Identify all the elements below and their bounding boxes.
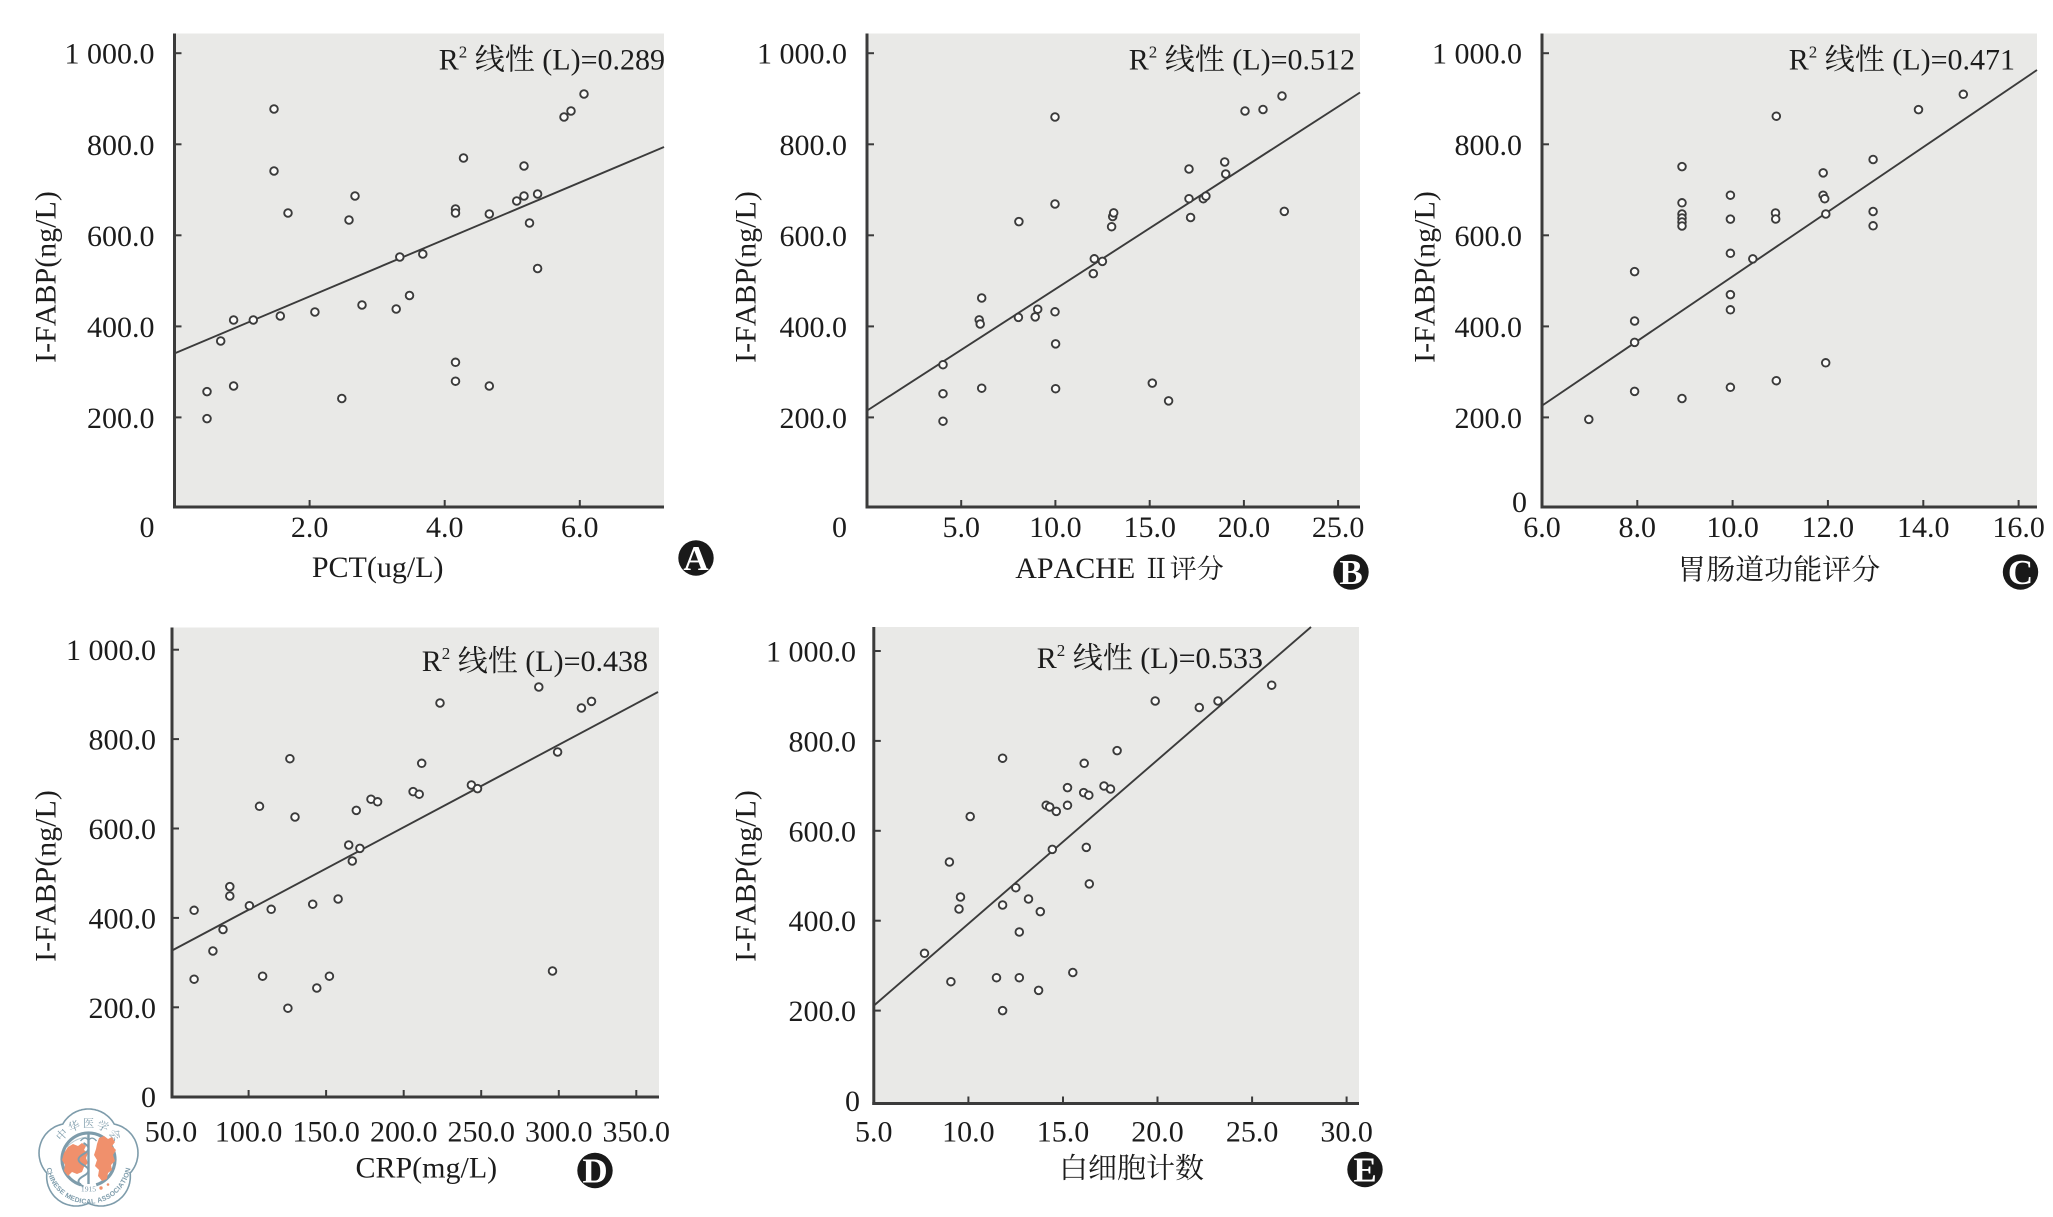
svg-text:15.0: 15.0 [1037, 1116, 1090, 1149]
svg-text:I-FABP(ng/L): I-FABP(ng/L) [1409, 191, 1442, 363]
svg-text:E: E [1353, 1151, 1376, 1190]
svg-text:8.0: 8.0 [1619, 511, 1657, 544]
svg-text:1 000.0: 1 000.0 [766, 636, 856, 669]
svg-text:200.0: 200.0 [89, 992, 157, 1025]
svg-text:200.0: 200.0 [1455, 402, 1523, 435]
svg-text:400.0: 400.0 [87, 311, 155, 344]
svg-text:C: C [2008, 553, 2033, 592]
svg-text:D: D [582, 1152, 607, 1191]
svg-text:12.0: 12.0 [1802, 511, 1855, 544]
svg-text:800.0: 800.0 [789, 725, 857, 758]
svg-text:2: 2 [1809, 43, 1818, 62]
svg-text:1 000.0: 1 000.0 [757, 38, 847, 71]
svg-text:5.0: 5.0 [855, 1116, 893, 1149]
svg-text:I-FABP(ng/L): I-FABP(ng/L) [30, 790, 63, 962]
svg-text:R: R [439, 44, 459, 77]
svg-text:20.0: 20.0 [1218, 511, 1271, 544]
svg-text:(L)=0.438: (L)=0.438 [525, 645, 648, 678]
svg-text:600.0: 600.0 [780, 220, 848, 253]
svg-text:100.0: 100.0 [215, 1116, 283, 1149]
svg-text:10.0: 10.0 [1706, 511, 1759, 544]
svg-text:15.0: 15.0 [1123, 511, 1176, 544]
svg-text:400.0: 400.0 [1455, 311, 1523, 344]
svg-text:6.0: 6.0 [561, 511, 599, 544]
svg-text:2: 2 [1057, 641, 1066, 660]
svg-text:2: 2 [442, 644, 451, 663]
svg-text:I-FABP(ng/L): I-FABP(ng/L) [30, 191, 63, 363]
svg-text:(L)=0.533: (L)=0.533 [1140, 642, 1263, 675]
svg-text:200.0: 200.0 [87, 402, 155, 435]
svg-text:(L)=0.471: (L)=0.471 [1892, 44, 2015, 77]
svg-text:14.0: 14.0 [1897, 511, 1950, 544]
svg-text:1 000.0: 1 000.0 [66, 634, 156, 667]
svg-text:600.0: 600.0 [789, 815, 857, 848]
svg-text:(L)=0.512: (L)=0.512 [1232, 44, 1355, 77]
svg-text:30.0: 30.0 [1320, 1116, 1373, 1149]
svg-text:400.0: 400.0 [780, 311, 848, 344]
svg-text:10.0: 10.0 [942, 1116, 995, 1149]
svg-text:1 000.0: 1 000.0 [1432, 38, 1522, 71]
svg-text:0: 0 [832, 511, 847, 544]
svg-text:B: B [1339, 553, 1362, 592]
svg-text:0: 0 [140, 511, 155, 544]
svg-text:25.0: 25.0 [1312, 511, 1365, 544]
svg-text:800.0: 800.0 [87, 129, 155, 162]
svg-text:300.0: 300.0 [525, 1116, 593, 1149]
svg-text:400.0: 400.0 [789, 905, 857, 938]
svg-text:5.0: 5.0 [942, 511, 980, 544]
svg-text:R: R [1129, 44, 1149, 77]
svg-text:600.0: 600.0 [87, 220, 155, 253]
svg-text:10.0: 10.0 [1029, 511, 1082, 544]
svg-text:(L)=0.289: (L)=0.289 [542, 44, 665, 77]
svg-text:0: 0 [1512, 486, 1527, 519]
svg-text:0: 0 [845, 1085, 860, 1118]
svg-text:PCT(ug/L): PCT(ug/L) [312, 551, 444, 584]
svg-text:CRP(mg/L): CRP(mg/L) [355, 1152, 497, 1185]
svg-text:2: 2 [459, 43, 468, 62]
svg-text:20.0: 20.0 [1131, 1116, 1184, 1149]
svg-text:200.0: 200.0 [370, 1116, 438, 1149]
svg-text:R: R [1037, 642, 1057, 675]
svg-text:I-FABP(ng/L): I-FABP(ng/L) [730, 191, 763, 363]
svg-text:350.0: 350.0 [603, 1116, 671, 1149]
svg-text:600.0: 600.0 [89, 813, 157, 846]
svg-text:APACHE: APACHE [1015, 552, 1135, 585]
svg-text:200.0: 200.0 [780, 402, 848, 435]
svg-text:150.0: 150.0 [292, 1116, 360, 1149]
svg-text:A: A [683, 539, 709, 578]
svg-text:250.0: 250.0 [447, 1116, 515, 1149]
svg-text:25.0: 25.0 [1226, 1116, 1279, 1149]
svg-text:600.0: 600.0 [1455, 220, 1523, 253]
svg-text:4.0: 4.0 [426, 511, 464, 544]
svg-text:I-FABP(ng/L): I-FABP(ng/L) [730, 790, 763, 962]
svg-text:800.0: 800.0 [89, 724, 157, 757]
svg-text:2.0: 2.0 [291, 511, 329, 544]
svg-text:6.0: 6.0 [1523, 511, 1561, 544]
svg-text:R: R [1789, 44, 1809, 77]
svg-text:50.0: 50.0 [145, 1116, 198, 1149]
svg-text:0: 0 [141, 1081, 156, 1114]
svg-text:800.0: 800.0 [780, 129, 848, 162]
svg-text:400.0: 400.0 [89, 902, 157, 935]
svg-text:800.0: 800.0 [1455, 129, 1523, 162]
svg-text:2: 2 [1149, 43, 1158, 62]
svg-text:1915: 1915 [81, 1185, 96, 1194]
svg-text:16.0: 16.0 [1992, 511, 2045, 544]
svg-text:200.0: 200.0 [789, 995, 857, 1028]
svg-text:R: R [422, 645, 442, 678]
svg-text:1 000.0: 1 000.0 [65, 38, 155, 71]
